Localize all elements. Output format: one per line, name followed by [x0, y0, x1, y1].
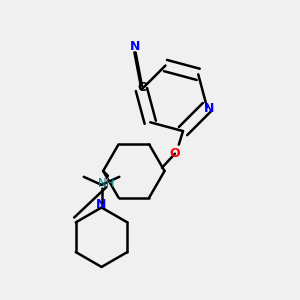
Text: O: O — [169, 147, 180, 160]
Text: N: N — [130, 40, 140, 53]
Text: C: C — [137, 81, 146, 94]
Text: NH: NH — [98, 177, 115, 190]
Text: N: N — [203, 102, 214, 115]
Text: N: N — [96, 198, 107, 211]
